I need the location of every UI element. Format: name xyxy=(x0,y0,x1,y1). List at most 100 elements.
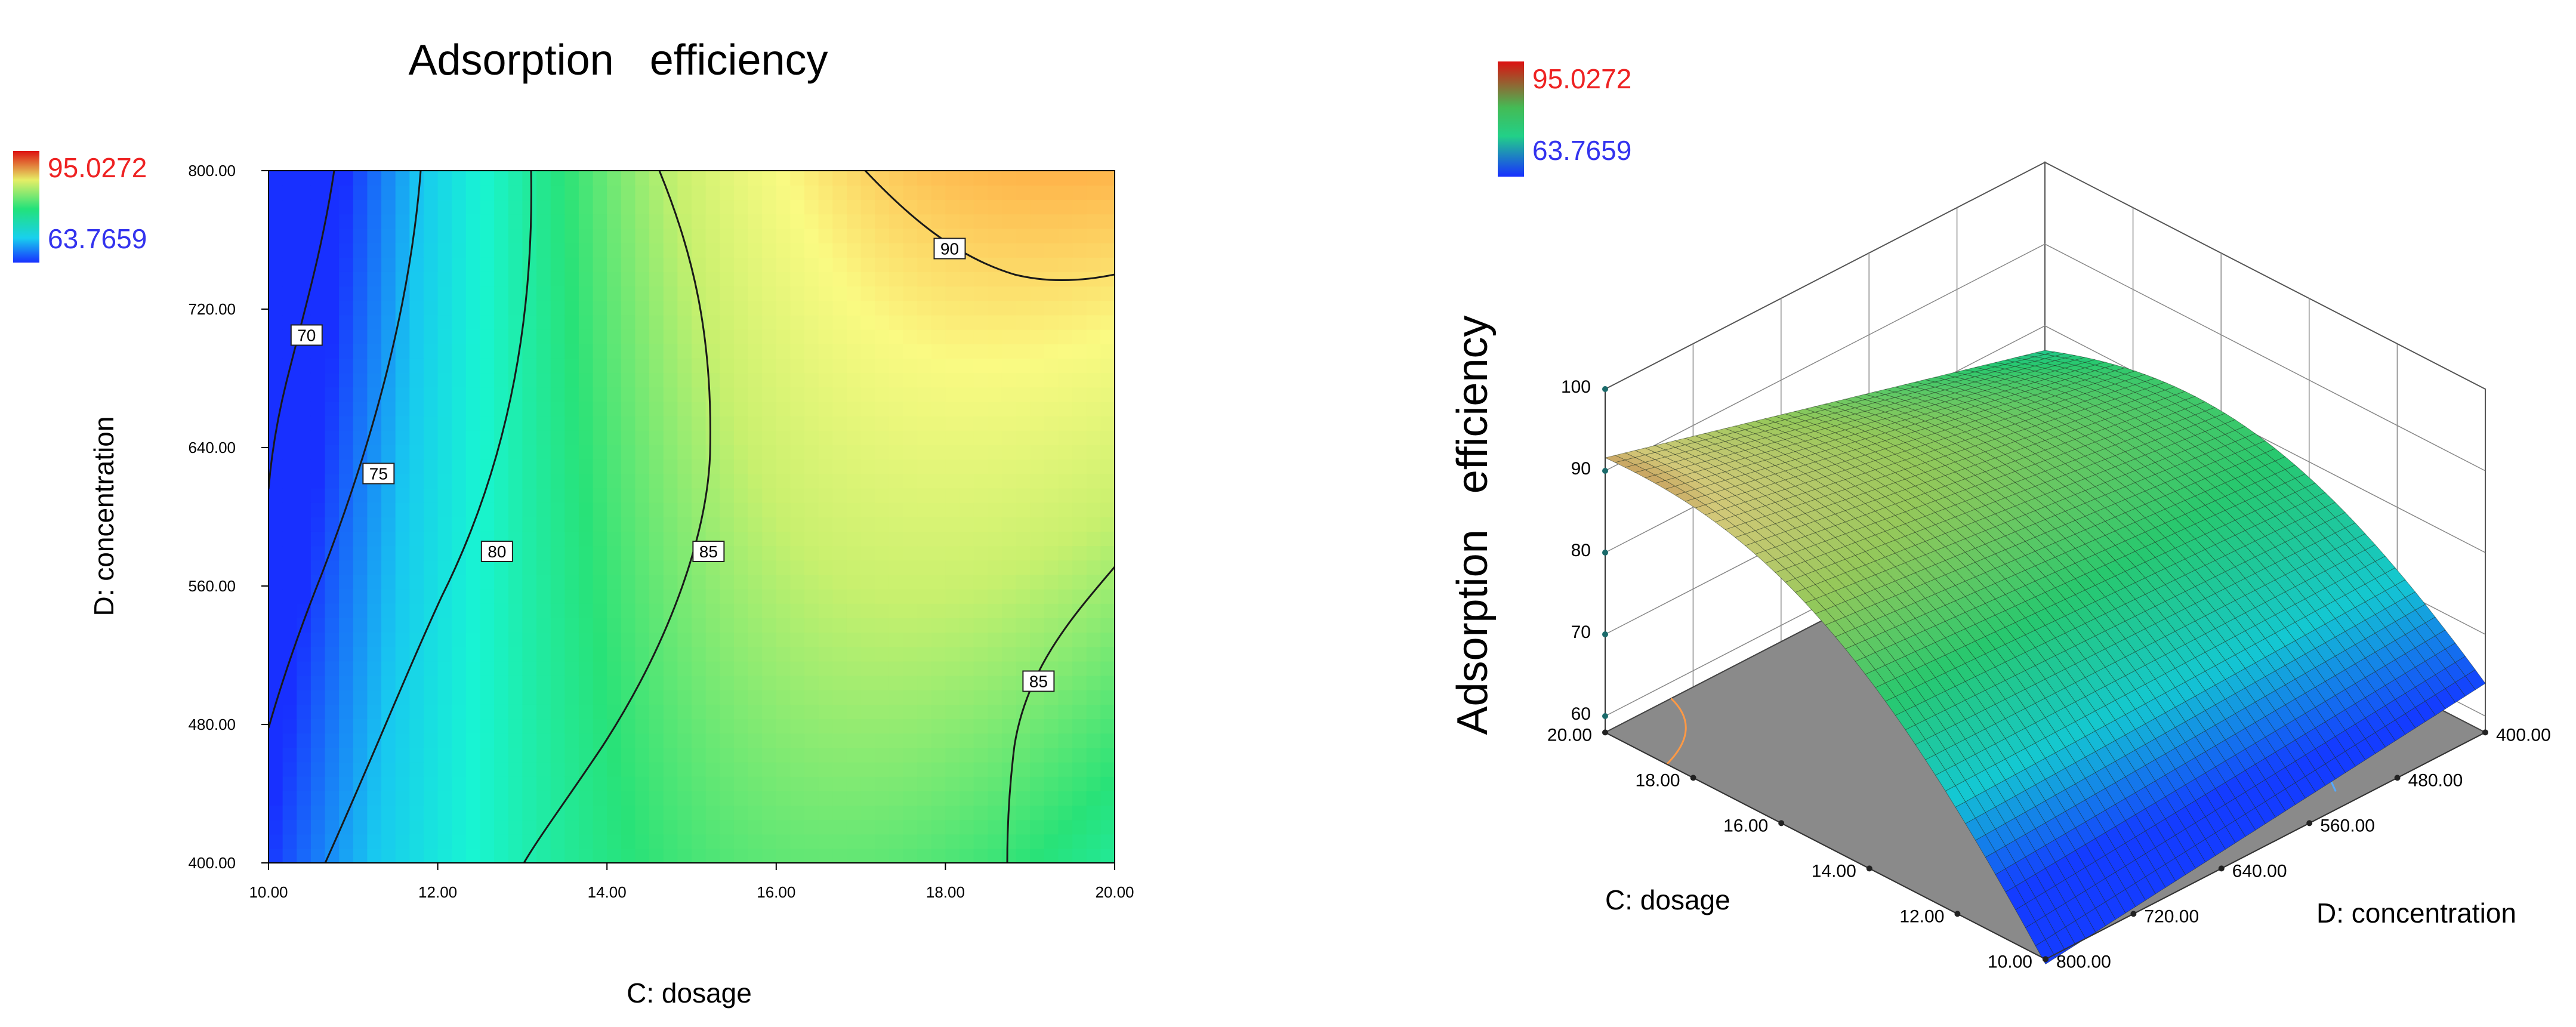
heatmap-cell xyxy=(465,560,481,575)
heatmap-cell xyxy=(931,761,946,777)
heatmap-cell xyxy=(423,632,439,647)
heatmap-cell xyxy=(1030,618,1045,633)
heatmap-cell xyxy=(776,819,791,835)
heatmap-cell xyxy=(649,834,664,849)
heatmap-cell xyxy=(593,531,607,547)
heatmap-cell xyxy=(564,675,579,690)
heatmap-cell xyxy=(677,344,692,359)
heatmap-cell xyxy=(917,517,932,532)
heatmap-cell xyxy=(720,588,735,604)
heatmap-cell xyxy=(804,560,819,575)
heatmap-cell xyxy=(367,300,382,316)
heatmap-cell xyxy=(889,574,904,590)
heatmap-cell xyxy=(1016,329,1031,344)
surface-x-tick xyxy=(1954,911,1961,917)
heatmap-cell xyxy=(1086,300,1102,316)
heatmap-cell xyxy=(578,329,594,344)
heatmap-cell xyxy=(550,588,566,604)
heatmap-cell xyxy=(1044,704,1059,720)
heatmap-cell xyxy=(409,344,424,359)
heatmap-cell xyxy=(269,632,283,647)
heatmap-cell xyxy=(790,488,805,503)
heatmap-cell xyxy=(536,646,551,662)
heatmap-cell xyxy=(494,502,509,517)
heatmap-cell xyxy=(790,286,805,301)
heatmap-cell xyxy=(846,488,862,503)
heatmap-cell xyxy=(846,415,862,431)
heatmap-cell xyxy=(692,445,707,460)
heatmap-cell xyxy=(269,531,283,547)
heatmap-cell xyxy=(917,545,932,561)
heatmap-cell xyxy=(465,690,481,705)
heatmap-cell xyxy=(409,574,424,590)
heatmap-cell xyxy=(973,747,989,763)
heatmap-cell xyxy=(297,199,311,215)
heatmap-cell xyxy=(931,834,946,849)
heatmap-cell xyxy=(1072,776,1087,791)
heatmap-cell xyxy=(1086,560,1102,575)
heatmap-cell xyxy=(1100,502,1115,517)
heatmap-cell xyxy=(1030,314,1045,330)
heatmap-cell xyxy=(875,314,890,330)
heatmap-cell xyxy=(578,214,594,229)
heatmap-cell xyxy=(762,401,777,417)
heatmap-cell xyxy=(508,415,523,431)
heatmap-cell xyxy=(1001,819,1017,835)
heatmap-cell xyxy=(508,502,523,517)
heatmap-cell xyxy=(903,545,918,561)
heatmap-cell xyxy=(875,791,890,806)
heatmap-cell xyxy=(550,834,566,849)
heatmap-cell xyxy=(437,473,453,489)
heatmap-cell xyxy=(748,300,763,316)
heatmap-cell xyxy=(522,517,537,532)
heatmap-cell xyxy=(720,488,735,503)
surface-y-tick-label: 400.00 xyxy=(2496,725,2551,745)
heatmap-cell xyxy=(395,603,411,618)
heatmap-cell xyxy=(339,603,354,618)
heatmap-cell xyxy=(663,257,678,272)
heatmap-cell xyxy=(818,661,834,676)
heatmap-cell xyxy=(367,646,382,662)
heatmap-cell xyxy=(536,704,551,720)
heatmap-cell xyxy=(282,704,298,720)
heatmap-cell xyxy=(973,646,989,662)
heatmap-cell xyxy=(692,358,707,374)
heatmap-cell xyxy=(395,747,411,763)
heatmap-cell xyxy=(297,819,311,835)
heatmap-cell xyxy=(494,257,509,272)
heatmap-cell xyxy=(649,791,664,806)
contour-y-tick-label: 640.00 xyxy=(188,439,236,457)
heatmap-cell xyxy=(875,272,890,287)
heatmap-cell xyxy=(832,560,847,575)
heatmap-cell xyxy=(465,733,481,748)
heatmap-cell xyxy=(635,588,650,604)
heatmap-cell xyxy=(875,473,890,489)
heatmap-cell xyxy=(409,300,424,316)
heatmap-cell xyxy=(536,314,551,330)
heatmap-cell xyxy=(776,704,791,720)
heatmap-cell xyxy=(973,185,989,201)
heatmap-cell xyxy=(480,675,495,690)
heatmap-cell xyxy=(593,819,607,835)
heatmap-cell xyxy=(875,387,890,402)
heatmap-cell xyxy=(409,718,424,734)
heatmap-cell xyxy=(832,588,847,604)
heatmap-cell xyxy=(1016,430,1031,445)
heatmap-cell xyxy=(748,272,763,287)
heatmap-cell xyxy=(945,415,960,431)
heatmap-cell xyxy=(889,805,904,821)
heatmap-cell xyxy=(748,171,763,186)
heatmap-cell xyxy=(1100,214,1115,229)
heatmap-cell xyxy=(339,834,354,849)
heatmap-cell xyxy=(578,805,594,821)
heatmap-cell xyxy=(804,718,819,734)
heatmap-cell xyxy=(692,805,707,821)
heatmap-cell xyxy=(649,718,664,734)
heatmap-cell xyxy=(635,242,650,258)
heatmap-cell xyxy=(1016,603,1031,618)
heatmap-cell xyxy=(875,372,890,388)
heatmap-cell xyxy=(409,286,424,301)
heatmap-cell xyxy=(692,761,707,777)
heatmap-cell xyxy=(1058,314,1073,330)
heatmap-cell xyxy=(945,834,960,849)
